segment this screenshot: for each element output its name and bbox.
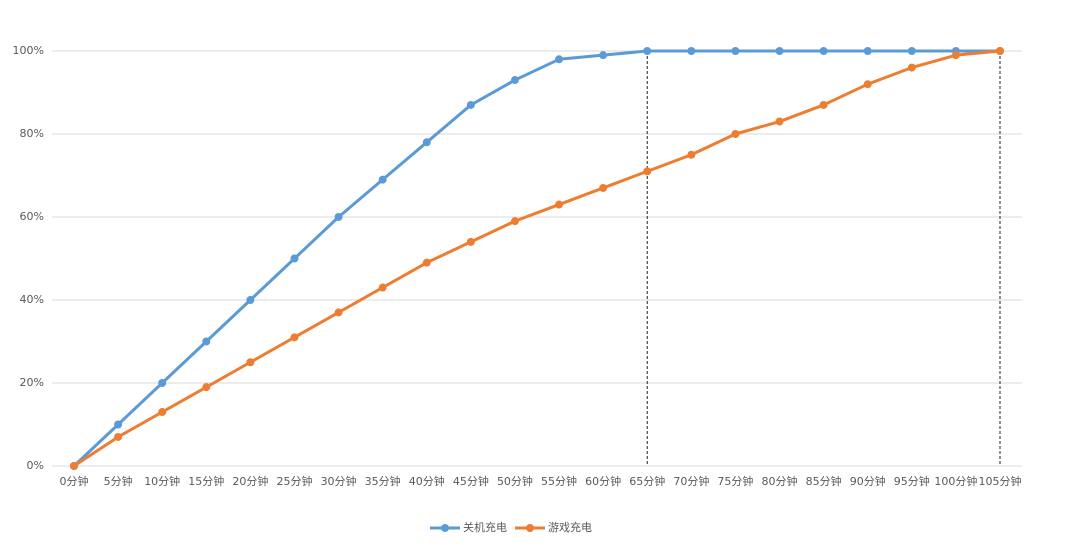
x-tick-label: 70分钟 [673, 474, 709, 488]
data-point [819, 100, 828, 109]
x-tick-label: 65分钟 [629, 474, 665, 488]
y-tick-label: 20% [20, 376, 44, 389]
x-tick-label: 30分钟 [321, 474, 357, 488]
data-point [863, 47, 872, 55]
x-tick-label: 45分钟 [453, 474, 489, 488]
data-point [246, 296, 255, 304]
data-point [246, 358, 255, 367]
y-tick-label: 0% [27, 459, 44, 472]
data-point [951, 51, 960, 60]
x-tick-label: 0分钟 [60, 474, 89, 488]
data-point [731, 130, 740, 138]
x-tick-label: 15分钟 [188, 474, 224, 488]
x-tick-label: 80分钟 [762, 474, 798, 488]
data-point [599, 183, 608, 192]
data-point [422, 258, 431, 267]
series-line [73, 49, 1001, 468]
data-point [555, 55, 564, 64]
y-tick-label: 100% [13, 44, 44, 57]
x-tick-label: 25分钟 [276, 474, 312, 488]
data-point [70, 462, 78, 470]
x-tick-label: 85分钟 [806, 474, 842, 488]
data-point [114, 432, 123, 441]
legend-marker [526, 524, 534, 532]
data-point [290, 333, 299, 342]
x-tick-label: 90分钟 [850, 474, 886, 488]
data-point [555, 200, 564, 209]
data-point [907, 47, 916, 55]
x-tick-label: 50分钟 [497, 474, 533, 488]
x-tick-label: 20分钟 [232, 474, 268, 488]
x-tick-label: 55分钟 [541, 474, 577, 488]
data-point [599, 51, 608, 60]
data-point [158, 379, 167, 387]
data-point [643, 167, 652, 176]
data-point [510, 217, 519, 226]
series-line [72, 49, 1000, 468]
data-point [687, 47, 696, 55]
data-point [202, 383, 211, 392]
data-point [775, 117, 784, 126]
y-tick-label: 80% [20, 127, 44, 140]
x-tick-label: 35分钟 [365, 474, 401, 488]
data-point [114, 420, 123, 429]
data-point [510, 76, 519, 85]
legend-marker [441, 524, 449, 532]
x-tick-label: 105分钟 [979, 474, 1022, 488]
data-point [290, 254, 299, 263]
x-tick-label: 5分钟 [104, 474, 133, 488]
legend-label: 关机充电 [463, 520, 507, 534]
data-point [158, 408, 167, 417]
data-point [378, 175, 387, 184]
x-tick-label: 75分钟 [717, 474, 753, 488]
x-tick-label: 95分钟 [894, 474, 930, 488]
data-point [422, 138, 431, 147]
x-tick-label: 10分钟 [144, 474, 180, 488]
data-point [466, 100, 475, 109]
data-point [334, 308, 343, 317]
data-point [907, 63, 916, 72]
legend-label: 游戏充电 [548, 520, 592, 534]
data-point [334, 213, 343, 221]
data-point [863, 80, 872, 89]
data-point [687, 150, 696, 159]
data-point [996, 47, 1004, 55]
x-tick-label: 60分钟 [585, 474, 621, 488]
data-point [466, 237, 475, 246]
y-tick-label: 60% [20, 210, 44, 223]
data-point [731, 47, 740, 55]
data-point [202, 337, 211, 346]
data-point [378, 283, 387, 292]
data-point [775, 47, 784, 55]
y-tick-label: 40% [20, 293, 44, 306]
data-point [819, 47, 828, 55]
x-tick-label: 40分钟 [409, 474, 445, 488]
data-point [643, 47, 652, 55]
x-tick-label: 100分钟 [934, 474, 977, 488]
